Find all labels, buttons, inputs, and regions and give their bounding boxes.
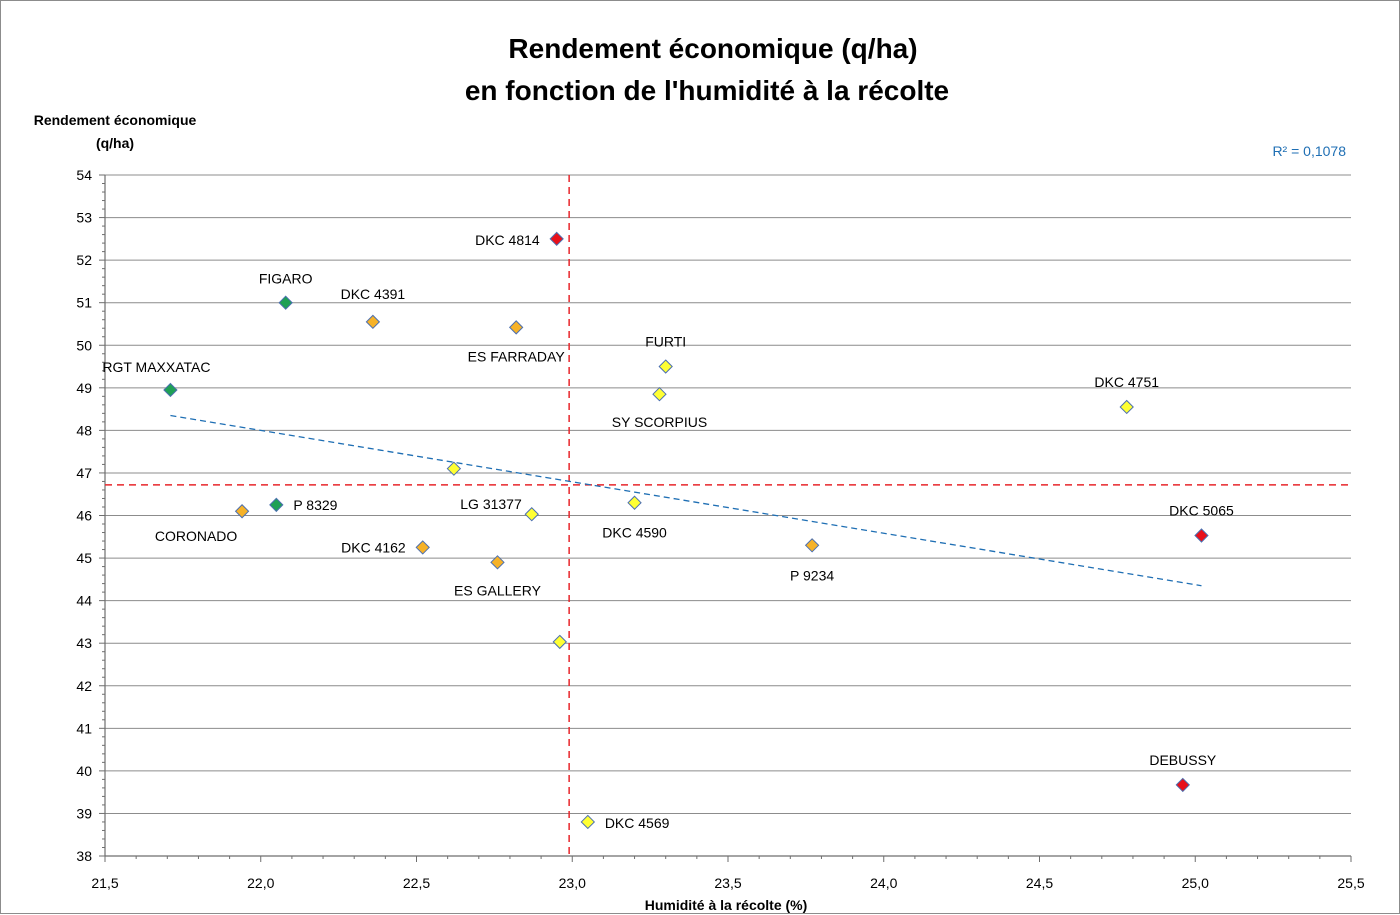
data-point-red xyxy=(549,231,564,247)
data-point-green xyxy=(269,497,284,513)
point-label: DKC 4162 xyxy=(341,539,406,555)
point-label: SY SCORPIUS xyxy=(612,414,707,430)
data-point-orange xyxy=(804,538,820,553)
point-label: ES GALLERY xyxy=(454,582,542,598)
r-squared-label: R² = 0,1078 xyxy=(1272,143,1346,159)
x-tick-label: 25,0 xyxy=(1182,875,1209,891)
y-tick-label: 39 xyxy=(76,805,92,821)
plot-area: 38 39 40 41 42 43 44 45 46 47 48 49 50 51 52 53 54 21,5 22… xyxy=(76,167,1364,891)
y-tick-label: 40 xyxy=(76,763,92,779)
data-point-yellow xyxy=(652,386,667,402)
data-point-yellow xyxy=(446,461,462,476)
point-label: DKC 4391 xyxy=(341,286,406,302)
y-tick-label: 42 xyxy=(76,678,92,694)
point-label: LG 31377 xyxy=(460,496,522,512)
y-tick-label: 44 xyxy=(76,593,92,609)
data-point-green xyxy=(278,295,293,310)
data-point-yellow xyxy=(658,359,673,374)
data-point-yellow xyxy=(1119,399,1134,415)
data-point-red xyxy=(1194,528,1209,543)
y-tick-label: 49 xyxy=(76,380,92,396)
point-label: DEBUSSY xyxy=(1149,752,1217,768)
y-tick-label: 50 xyxy=(76,337,92,353)
point-label: DKC 4569 xyxy=(605,815,670,831)
point-label: FIGARO xyxy=(259,271,313,287)
x-tick-label: 22,5 xyxy=(403,875,430,891)
data-point-green xyxy=(163,382,178,398)
point-label: P 9234 xyxy=(790,567,834,583)
x-tick-label: 25,5 xyxy=(1337,875,1364,891)
data-point-orange xyxy=(234,504,250,519)
y-tick-label: 45 xyxy=(76,550,92,566)
data-point-red xyxy=(1175,777,1190,793)
point-label: ES FARRADAY xyxy=(468,348,566,364)
point-label: DKC 4814 xyxy=(475,232,540,248)
y-tick-label: 53 xyxy=(76,210,92,226)
point-label: P 8329 xyxy=(293,497,337,513)
y-tick-label: 38 xyxy=(76,848,92,864)
y-tick-label: 48 xyxy=(76,422,92,438)
y-tick-label: 41 xyxy=(76,720,92,736)
chart-title-line2: en fonction de l'humidité à la récolte xyxy=(465,75,949,106)
point-label: DKC 5065 xyxy=(1169,503,1234,519)
chart-title-line1: Rendement économique (q/ha) xyxy=(508,33,917,64)
y-tick-label: 52 xyxy=(76,252,92,268)
x-tick-label: 23,0 xyxy=(559,875,586,891)
data-point-orange xyxy=(365,314,381,330)
y-tick-label: 47 xyxy=(76,465,92,481)
x-tick-label: 22,0 xyxy=(247,875,274,891)
data-point-orange xyxy=(415,540,430,555)
x-tick-label: 23,5 xyxy=(714,875,741,891)
y-axis-title-line2: (q/ha) xyxy=(96,135,134,151)
data-point-orange xyxy=(508,320,524,335)
data-point-yellow xyxy=(524,507,539,522)
x-axis-title: Humidité à la récolte (%) xyxy=(645,897,808,913)
data-point-yellow xyxy=(580,814,596,830)
point-label: DKC 4751 xyxy=(1094,374,1159,390)
point-label: DKC 4590 xyxy=(602,525,667,541)
x-tick-label: 24,0 xyxy=(870,875,897,891)
data-point-orange xyxy=(490,555,505,570)
y-tick-label: 54 xyxy=(76,167,92,183)
data-point-yellow xyxy=(552,634,567,650)
x-tick-label: 24,5 xyxy=(1026,875,1053,891)
data-point-yellow xyxy=(627,495,642,510)
x-tick-label: 21,5 xyxy=(91,875,118,891)
point-label: RGT MAXXATAC xyxy=(102,359,210,375)
point-label: FURTI xyxy=(645,334,686,350)
y-tick-label: 43 xyxy=(76,635,92,651)
y-tick-label: 51 xyxy=(76,295,92,311)
point-label: CORONADO xyxy=(155,528,238,544)
trendline xyxy=(170,414,1202,587)
y-axis-title-line1: Rendement économique xyxy=(34,112,197,128)
y-tick-label: 46 xyxy=(76,508,92,524)
